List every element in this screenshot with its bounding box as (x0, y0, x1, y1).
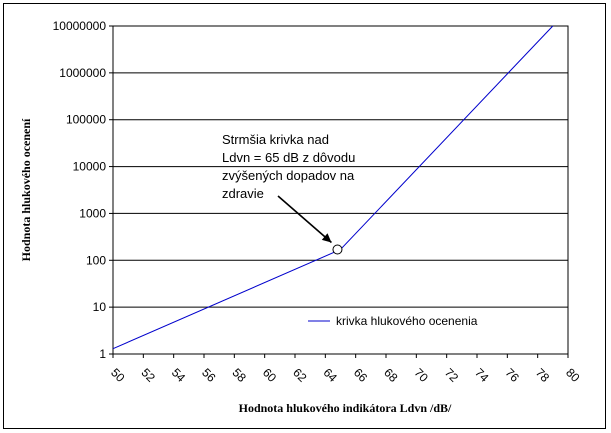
legend: krivka hlukového ocenenia (308, 314, 478, 328)
x-tick-label: 78 (533, 365, 553, 385)
x-tick-label: 80 (563, 365, 583, 385)
annotation-marker (332, 244, 343, 255)
legend-label: krivka hlukového ocenenia (336, 314, 478, 328)
chart-frame (3, 3, 606, 429)
x-tick-label: 58 (229, 365, 249, 385)
series-layer (112, 25, 554, 350)
x-tick-label: 50 (108, 365, 128, 385)
y-tick-label: 100000 (66, 113, 106, 127)
y-axis-title: Hodnota hlukového ocenení (19, 118, 33, 261)
grid-lines (109, 25, 569, 358)
annotation-text-line: Strmšia krivka nad (222, 132, 329, 147)
annotation-arrowhead (321, 233, 332, 243)
y-tick-label: 10 (93, 300, 107, 314)
series-line (112, 25, 554, 350)
x-tick-label: 64 (320, 365, 340, 385)
annotation-text-line: zdravie (222, 186, 264, 201)
x-tick-label: 62 (290, 365, 310, 385)
y-tick-label: 100 (86, 253, 106, 267)
x-tick-label: 72 (442, 365, 462, 385)
x-tick-label: 74 (472, 365, 492, 385)
annotation-text-line: Ldvn = 65 dB z dôvodu (222, 150, 355, 165)
x-tick-label: 76 (502, 365, 522, 385)
x-tick-label: 60 (260, 365, 280, 385)
annotation-text-line: zvýšených dopadov na (222, 168, 355, 183)
x-tick-label: 54 (169, 365, 189, 385)
x-axis-title: Hodnota hlukového indikátora Ldvn /dB/ (239, 401, 452, 415)
x-tick-label: 66 (351, 365, 371, 385)
x-tick-label: 52 (138, 365, 158, 385)
x-tick-label: 56 (199, 365, 219, 385)
plot-area-border (112, 25, 569, 355)
y-tick-label: 1000 (79, 206, 106, 220)
annotation-arrow (277, 195, 332, 244)
y-tick-label: 1000000 (59, 66, 106, 80)
y-tick-label: 10000 (73, 160, 107, 174)
x-tick-labels: 50 52 54 56 58 60 62 64 66 68 70 72 74 76 78 80 (108, 365, 583, 385)
y-tick-labels: 1 10 100 1000 10000 100000 1000000 10000000 (53, 19, 107, 361)
y-tick-label: 10000000 (53, 19, 107, 33)
x-tick-label: 70 (411, 365, 431, 385)
y-tick-label: 1 (99, 347, 106, 361)
annotation: Strmšia krivka nad Ldvn = 65 dB z dôvodu z… (222, 132, 355, 255)
x-tick-label: 68 (381, 365, 401, 385)
